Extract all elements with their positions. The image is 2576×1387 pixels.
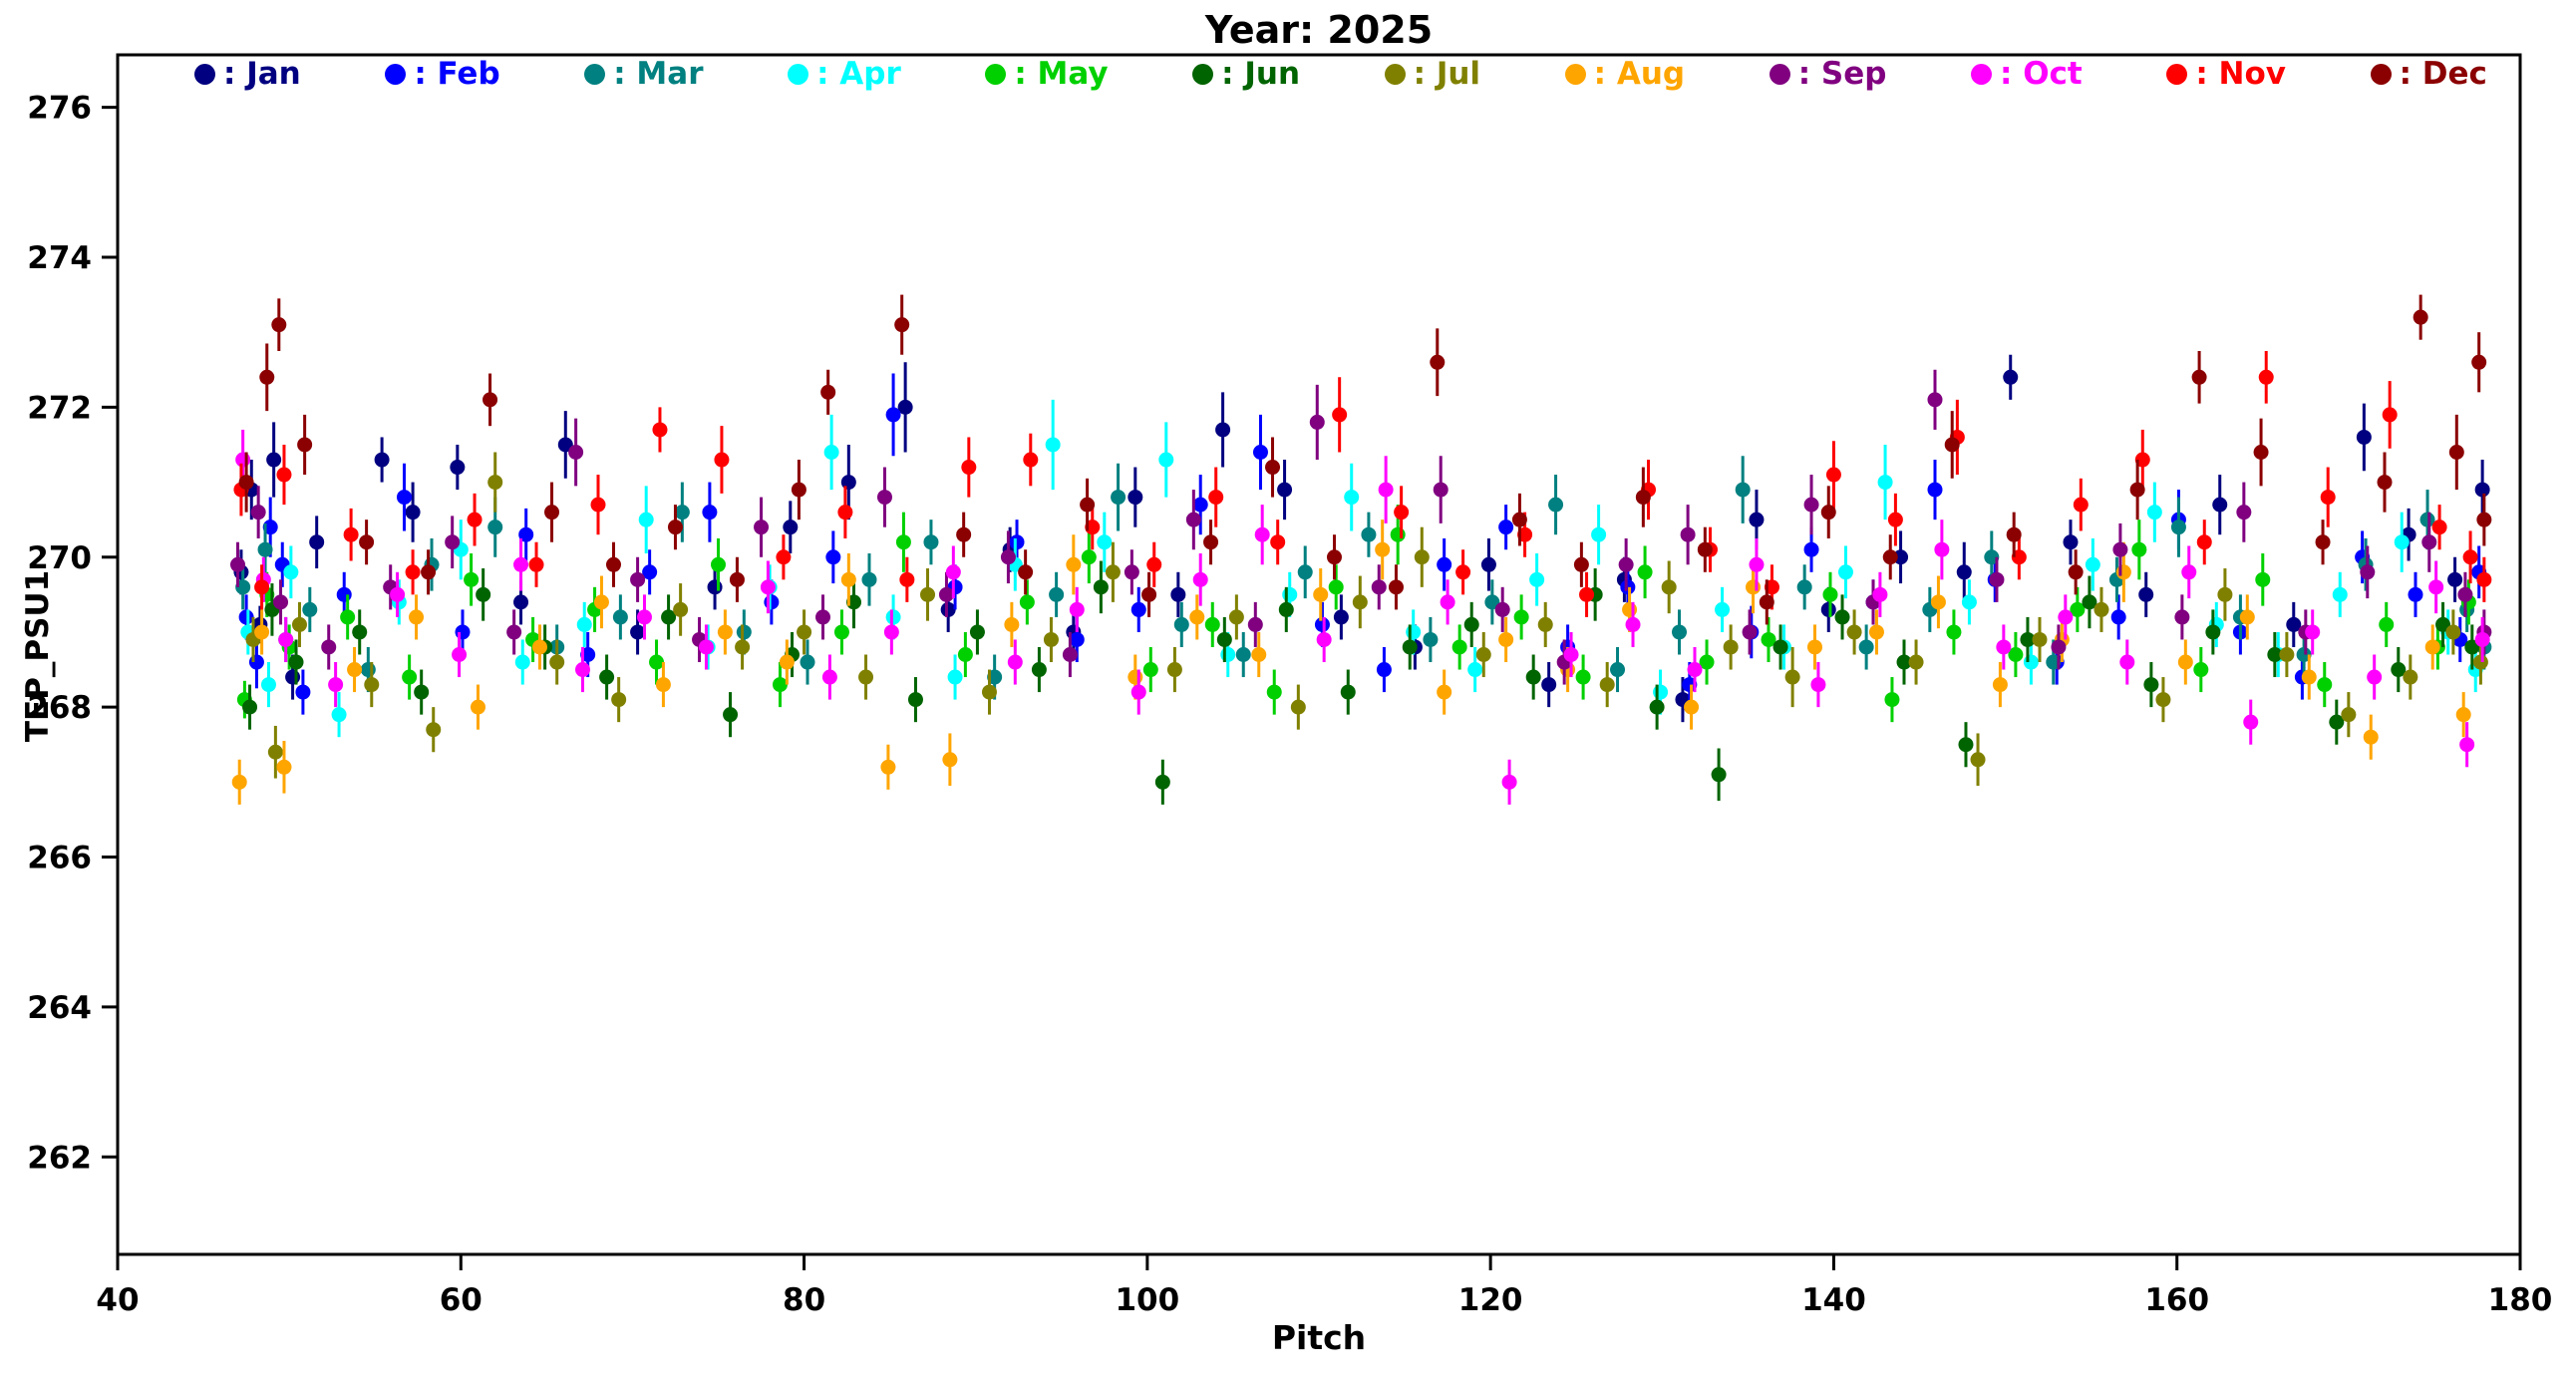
legend-marker-icon <box>385 63 407 85</box>
legend-entry-label: : Apr <box>816 56 901 92</box>
legend-entry-jun: : Jun <box>1192 56 1300 92</box>
series-nov <box>233 350 2492 617</box>
legend-entry-feb: : Feb <box>385 56 500 92</box>
legend-entry-apr: : Apr <box>788 56 901 92</box>
series-jun <box>242 560 2480 805</box>
legend-marker-icon <box>584 63 606 85</box>
legend-marker-icon <box>2370 63 2392 85</box>
svg-text:40: 40 <box>96 1282 139 1318</box>
series-aug <box>231 520 2471 805</box>
svg-text:120: 120 <box>1458 1282 1523 1318</box>
series-may <box>236 505 2476 723</box>
legend-entry-label: : Oct <box>2000 56 2083 92</box>
legend-entry-label: : Jan <box>223 56 301 92</box>
legend-marker-icon <box>194 63 215 85</box>
legend-marker-icon <box>1971 63 1993 85</box>
legend-entry-aug: : Aug <box>1564 56 1686 92</box>
legend-marker-icon <box>1769 63 1790 85</box>
legend-entry-label: : May <box>1014 56 1109 92</box>
series-jul <box>245 452 2488 787</box>
legend-marker-icon <box>2166 63 2188 85</box>
y-ticks: 262 264 266 268 270 272 274 276 <box>27 91 118 1176</box>
legend-marker-icon <box>1564 63 1586 85</box>
legend-entry-label: : Dec <box>2399 56 2487 92</box>
x-ticks: 40 60 80 100 120 140 160 180 <box>96 1254 2552 1318</box>
legend-marker-icon <box>985 63 1007 85</box>
legend-entry-dec: : Dec <box>2370 56 2487 92</box>
legend-entry-may: : May <box>985 56 1109 92</box>
legend-entry-label: : Mar <box>613 56 704 92</box>
axes-frame <box>116 53 2522 1256</box>
legend-entry-label: : Sep <box>1797 56 1887 92</box>
svg-text:262: 262 <box>27 1140 92 1176</box>
legend-marker-icon <box>788 63 809 85</box>
legend-entry-label: : Jul <box>1413 56 1481 92</box>
legend-entry-sep: : Sep <box>1769 56 1887 92</box>
legend-entry-mar: : Mar <box>584 56 703 92</box>
series-dec <box>238 294 2492 625</box>
legend-marker-icon <box>1192 63 1214 85</box>
svg-text:276: 276 <box>27 91 92 127</box>
legend-entry-label: : Jun <box>1221 56 1301 92</box>
svg-text:100: 100 <box>1115 1282 1179 1318</box>
svg-text:272: 272 <box>27 390 92 426</box>
svg-text:264: 264 <box>27 990 92 1026</box>
legend-entry-label: : Aug <box>1593 56 1686 92</box>
legend-entry-jul: : Jul <box>1384 56 1481 92</box>
svg-text:60: 60 <box>440 1282 483 1318</box>
legend: : Jan : Feb : Mar : Apr : May : Jun : Jul : Aug… <box>194 52 2487 96</box>
svg-text:268: 268 <box>27 690 92 726</box>
series-oct <box>235 429 2490 805</box>
svg-text:270: 270 <box>27 540 92 576</box>
chart-title: Year: 2025 <box>1204 8 1434 52</box>
y-axis-label: TEP_PSU1 <box>20 569 56 743</box>
svg-text:80: 80 <box>783 1282 825 1318</box>
legend-entry-jan: : Jan <box>194 56 301 92</box>
legend-entry-oct: : Oct <box>1971 56 2083 92</box>
legend-entry-label: : Nov <box>2195 56 2286 92</box>
legend-entry-nov: : Nov <box>2166 56 2286 92</box>
legend-entry-label: : Feb <box>414 56 500 92</box>
svg-text:266: 266 <box>27 841 92 876</box>
legend-marker-icon <box>1384 63 1406 85</box>
svg-text:274: 274 <box>27 240 92 276</box>
svg-text:180: 180 <box>2488 1282 2553 1318</box>
svg-text:140: 140 <box>1801 1282 1866 1318</box>
x-axis-label: Pitch <box>1271 1318 1367 1357</box>
svg-text:160: 160 <box>2144 1282 2209 1318</box>
series-sep <box>230 369 2492 685</box>
